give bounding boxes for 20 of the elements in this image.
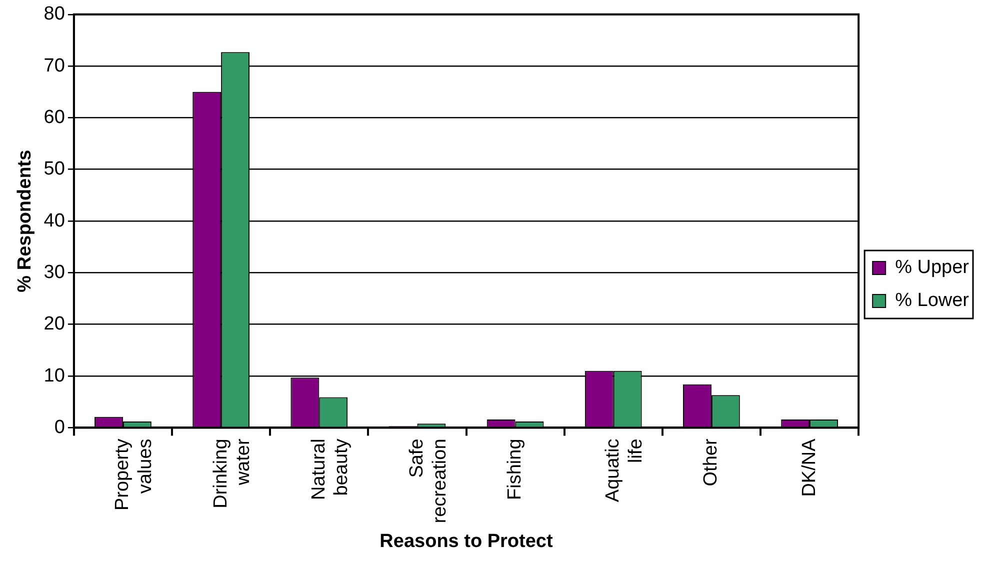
x-axis-title: Reasons to Protect — [380, 530, 554, 552]
x-tick-label: Aquatic life — [602, 438, 646, 502]
y-tick-label: 60 — [44, 106, 65, 128]
legend-label: % Lower — [895, 290, 970, 312]
y-tick-label: 0 — [54, 416, 65, 438]
y-tick-label: 40 — [44, 210, 65, 232]
y-tick-label: 10 — [44, 365, 65, 386]
y-tick-label: 80 — [44, 4, 65, 25]
x-tick-label: Property values — [112, 438, 156, 511]
x-tick-label: Drinking water — [210, 438, 254, 508]
x-tick-label: Fishing — [504, 438, 526, 500]
y-tick-label: 50 — [44, 158, 65, 180]
legend-label: % Upper — [895, 257, 970, 278]
y-tick-label: 30 — [44, 262, 65, 283]
x-tick-label: Other — [700, 438, 722, 486]
y-tick-label: 20 — [44, 314, 65, 335]
y-tick-label: 70 — [44, 55, 65, 76]
x-tick-label: DK/NA — [798, 438, 820, 497]
y-axis-title: % Respondents — [14, 150, 36, 292]
x-tick-label: Natural beauty — [308, 438, 352, 500]
